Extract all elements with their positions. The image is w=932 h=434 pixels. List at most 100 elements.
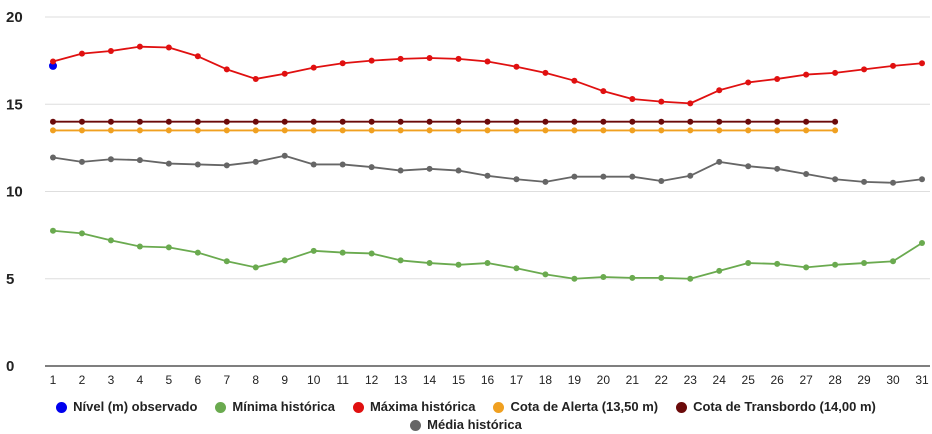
data-point <box>136 243 143 250</box>
x-tick-label: 24 <box>713 373 727 387</box>
data-point <box>919 60 925 67</box>
data-point <box>339 161 346 168</box>
legend-item: Mínima histórica <box>215 398 335 416</box>
data-point <box>455 261 462 268</box>
data-point <box>107 237 114 244</box>
data-point <box>281 70 288 77</box>
data-point <box>716 267 723 274</box>
data-point <box>165 244 172 251</box>
data-point <box>252 264 259 271</box>
data-point <box>600 118 607 125</box>
data-point <box>890 62 897 69</box>
data-point <box>223 162 230 169</box>
data-point <box>919 239 925 246</box>
data-point <box>78 127 85 134</box>
data-point <box>658 118 665 125</box>
data-point <box>513 265 520 272</box>
data-point <box>716 87 723 94</box>
series-line <box>52 229 923 280</box>
data-point <box>252 75 259 82</box>
legend-label: Cota de Alerta (13,50 m) <box>510 399 659 414</box>
data-point <box>861 178 868 185</box>
data-point <box>50 127 56 134</box>
legend-marker <box>410 419 422 431</box>
data-point <box>513 118 520 125</box>
legend-row-1: Nível (m) observado Mínima histórica Máxim… <box>0 398 932 416</box>
data-point <box>803 127 810 134</box>
data-point <box>426 55 433 62</box>
data-point <box>542 127 549 134</box>
y-tick-label: 15 <box>6 96 23 113</box>
data-point <box>281 118 288 125</box>
data-point <box>687 172 694 179</box>
x-tick-label: 20 <box>597 373 611 387</box>
data-point <box>368 118 375 125</box>
data-point <box>426 260 433 267</box>
data-point <box>571 77 578 84</box>
data-point <box>78 158 85 165</box>
legend-marker <box>493 401 505 413</box>
legend-label: Cota de Transbordo (14,00 m) <box>693 399 876 414</box>
data-point <box>368 250 375 257</box>
legend-item: Média histórica <box>410 416 522 434</box>
data-point <box>658 98 665 105</box>
data-point <box>832 261 839 268</box>
data-point <box>426 165 433 172</box>
data-point <box>455 127 462 134</box>
data-point <box>542 69 549 76</box>
data-point <box>571 173 578 180</box>
x-tick-label: 3 <box>108 373 115 387</box>
data-point <box>658 127 665 134</box>
data-point <box>165 160 172 167</box>
x-tick-label: 6 <box>194 373 201 387</box>
legend-label: Média histórica <box>427 417 522 432</box>
legend-item: Cota de Transbordo (14,00 m) <box>676 398 876 416</box>
data-point <box>774 118 781 125</box>
data-point <box>571 118 578 125</box>
data-point <box>310 118 317 125</box>
x-tick-label: 21 <box>626 373 640 387</box>
data-point <box>165 118 172 125</box>
data-point <box>803 118 810 125</box>
data-point <box>339 118 346 125</box>
data-point <box>194 161 201 168</box>
data-point <box>774 165 781 172</box>
data-point <box>571 127 578 134</box>
data-point <box>629 118 636 125</box>
data-point <box>919 176 925 183</box>
legend-marker <box>352 401 364 413</box>
data-point <box>281 152 288 159</box>
data-point <box>339 127 346 134</box>
data-point <box>49 61 57 70</box>
data-point <box>50 118 56 125</box>
data-point <box>861 66 868 73</box>
x-tick-label: 25 <box>742 373 756 387</box>
data-point <box>339 249 346 256</box>
data-point <box>50 154 56 161</box>
data-point <box>600 88 607 95</box>
data-point <box>455 167 462 174</box>
data-point <box>194 127 201 134</box>
data-point <box>484 127 491 134</box>
data-point <box>50 58 56 65</box>
y-tick-label: 0 <box>6 358 14 375</box>
data-point <box>774 127 781 134</box>
data-point <box>165 127 172 134</box>
data-point <box>687 275 694 282</box>
x-tick-label: 11 <box>336 373 349 387</box>
data-point <box>629 127 636 134</box>
y-tick-label: 5 <box>6 271 14 288</box>
series-2 <box>50 43 925 107</box>
data-point <box>484 118 491 125</box>
data-point <box>484 172 491 179</box>
data-point <box>310 161 317 168</box>
x-tick-label: 8 <box>252 373 259 387</box>
x-tick-label: 4 <box>137 373 144 387</box>
x-tick-label: 29 <box>857 373 871 387</box>
x-tick-label: 12 <box>365 373 379 387</box>
x-tick-label: 23 <box>684 373 698 387</box>
data-point <box>745 127 752 134</box>
data-point <box>397 167 404 174</box>
data-point <box>107 118 114 125</box>
data-point <box>629 274 636 281</box>
